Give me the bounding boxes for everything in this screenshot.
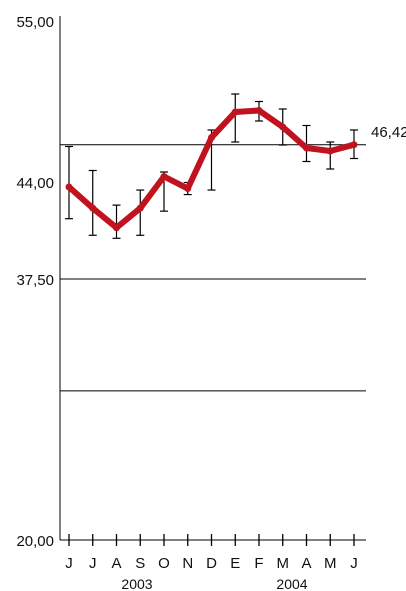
year-label-2004: 2004: [276, 576, 307, 591]
x-tick-label-1: J: [89, 555, 97, 572]
y-tick-label-bottom: 20,00: [16, 533, 54, 550]
data-point-5: [184, 185, 192, 193]
data-point-11: [326, 147, 334, 155]
x-tick-label-10: A: [301, 555, 311, 572]
data-point-4: [160, 173, 168, 180]
x-tick-label-7: E: [230, 555, 240, 572]
gridlines: [60, 144, 366, 392]
data-point-6: [208, 134, 215, 141]
error-bar-10: [302, 124, 311, 163]
error-bar-3: [136, 189, 145, 236]
error-bars: [65, 93, 358, 239]
x-tick-label-4: O: [158, 555, 170, 572]
x-tick-label-3: S: [135, 555, 145, 572]
y-tick-label-mid-low: 37,50: [16, 272, 54, 289]
x-tick-label-11: M: [324, 555, 337, 572]
x-tick-label-8: F: [254, 555, 263, 572]
data-point-9: [279, 123, 287, 131]
year-label-2003: 2003: [121, 576, 152, 591]
x-tick-label-5: N: [182, 555, 193, 572]
data-point-12: [350, 141, 358, 149]
data-point-10: [303, 144, 310, 152]
x-tick-label-12: J: [350, 555, 358, 572]
data-point-7: [231, 108, 239, 116]
error-bar-11: [326, 141, 335, 170]
series-points: [65, 107, 358, 232]
data-point-1: [89, 204, 97, 212]
data-point-0: [65, 183, 73, 191]
data-point-8: [255, 107, 263, 114]
data-point-2: [113, 224, 120, 232]
error-bar-7: [231, 93, 240, 143]
x-tick-label-6: D: [206, 555, 217, 572]
x-tick-label-2: A: [111, 555, 121, 572]
x-ticks: [68, 534, 355, 546]
y-tick-label-mid-high: 44,00: [16, 175, 54, 192]
error-bar-0: [65, 145, 73, 220]
error-bar-2: [112, 204, 121, 239]
data-point-3: [136, 204, 144, 212]
x-tick-label-0: J: [65, 555, 73, 572]
error-bar-1: [88, 169, 97, 236]
y-tick-label-top: 55,00: [16, 14, 54, 31]
x-tick-label-9: M: [277, 555, 290, 572]
last-value-label: 46,42: [371, 124, 406, 141]
